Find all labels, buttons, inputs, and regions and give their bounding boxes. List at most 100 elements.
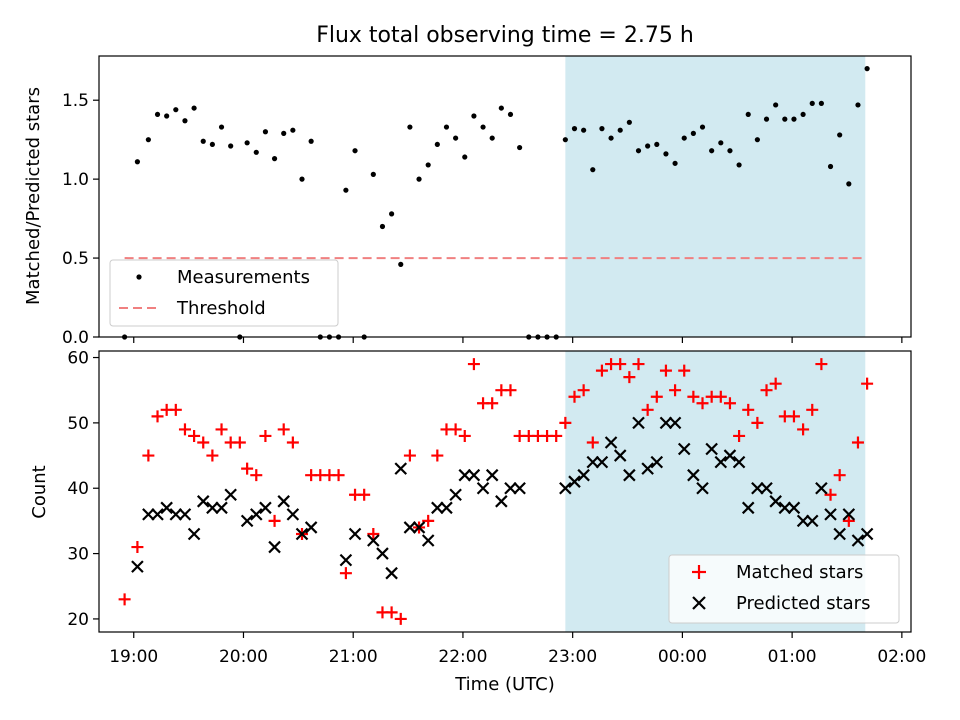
predicted-star-point (751, 481, 764, 495)
predicted-star-point (376, 547, 389, 560)
measurement-point (271, 156, 278, 162)
matched-star-point (206, 449, 219, 462)
matched-star-point (550, 429, 563, 442)
measurement-point (517, 144, 523, 151)
measurement-point (134, 159, 141, 165)
top-y-axis-label: Matched/Predicted stars (23, 87, 44, 305)
predicted-star-point (851, 534, 865, 547)
bottom-x-tick-label: 02:00 (877, 647, 926, 667)
predicted-star-point (394, 462, 408, 475)
measurement-point (736, 162, 742, 168)
measurement-point (253, 149, 259, 155)
predicted-star-point (421, 534, 435, 547)
measurement-point (379, 223, 386, 230)
predicted-star-point (559, 481, 572, 495)
matched-star-point (188, 429, 201, 442)
measurement-point (145, 137, 151, 143)
matched-star-point (650, 390, 663, 403)
predicted-star-point (224, 488, 237, 502)
measurement-point (654, 141, 660, 148)
predicted-star-point (687, 468, 700, 482)
predicted-star-point (613, 449, 627, 462)
measurement-point (599, 126, 605, 132)
matched-star-point (358, 488, 371, 501)
matched-star-point (733, 429, 746, 442)
predicted-star-point (513, 481, 526, 495)
matched-star-point (197, 436, 210, 449)
measurement-point (407, 124, 413, 130)
predicted-star-point (160, 501, 173, 515)
measurement-point (773, 102, 779, 108)
predicted-star-point (178, 508, 192, 521)
measurement-point (727, 148, 733, 154)
matched-star-point (577, 384, 590, 397)
measurement-point (370, 171, 376, 177)
predicted-star-point (805, 514, 819, 528)
matched-star-point (568, 390, 581, 403)
predicted-star-point (295, 527, 309, 541)
matched-star-point (714, 390, 727, 403)
bottom-y-tick-label: 20 (67, 610, 89, 630)
predicted-star-point (151, 508, 164, 521)
predicted-star-point (641, 462, 654, 475)
matched-star-point (268, 514, 281, 527)
predicted-star-point (187, 527, 201, 541)
measurement-point (164, 113, 170, 119)
predicted-star-point (131, 560, 144, 573)
measurement-point (681, 135, 687, 141)
bottom-x-tick-label: 01:00 (768, 647, 817, 667)
predicted-star-point (714, 455, 728, 469)
matched-star-point (178, 423, 191, 436)
predicted-star-point (403, 521, 417, 534)
bottom-x-tick-label: 20:00 (219, 647, 268, 667)
predicted-star-point (367, 534, 380, 547)
predicted-star-point (412, 521, 426, 534)
matched-star-point (659, 364, 672, 377)
predicted-star-point (495, 495, 508, 508)
matched-star-point (586, 436, 599, 449)
matched-star-point (241, 462, 254, 475)
bottom-x-tick-label: 23:00 (548, 647, 597, 667)
matched-star-point (760, 384, 773, 397)
predicted-star-point (467, 468, 481, 482)
predicted-star-point (586, 455, 600, 469)
predicted-star-point (277, 495, 290, 508)
measurement-point (498, 105, 504, 111)
matched-star-point (504, 384, 517, 397)
predicted-star-point (339, 553, 353, 567)
measurement-point (809, 100, 815, 106)
measurement-point (562, 137, 568, 143)
measurement-point (571, 126, 578, 132)
matched-star-point (678, 364, 691, 377)
matched-star-point (696, 397, 709, 410)
legend-predicted-marker (692, 596, 706, 610)
bottom-y-tick-label: 40 (67, 479, 89, 499)
predicted-star-point (259, 501, 272, 515)
predicted-star-point (142, 508, 155, 521)
bottom-y-tick-label: 60 (67, 349, 89, 369)
measurement-points (122, 66, 870, 340)
predicted-star-point (385, 566, 398, 580)
top-y-tick-label: 0.5 (62, 249, 89, 269)
measurement-point (281, 130, 287, 136)
matched-star-point (142, 449, 155, 462)
measurement-point (471, 113, 477, 119)
measurement-point (626, 119, 632, 125)
measurement-point (709, 148, 715, 154)
bottom-y-tick-label: 50 (67, 414, 89, 434)
predicted-star-point (215, 501, 228, 515)
predicted-star-point (476, 481, 490, 495)
predicted-star-point (760, 481, 773, 495)
bottom-x-tick-label: 19:00 (109, 647, 158, 667)
measurement-point (635, 148, 642, 154)
predicted-star-point (286, 508, 300, 521)
measurement-point (416, 176, 422, 182)
matched-star-point (842, 514, 855, 527)
measurement-point (489, 135, 495, 141)
chart-title: Flux total observing time = 2.75 h (316, 23, 694, 48)
top-legend-box (109, 259, 339, 327)
predicted-star-point (696, 481, 709, 495)
predicted-star-point (787, 501, 801, 515)
matched-star-point (787, 410, 800, 423)
